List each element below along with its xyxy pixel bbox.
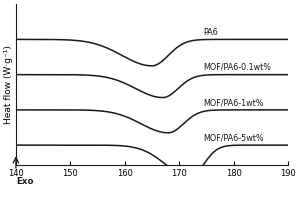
Text: MOF/PA6-1wt%: MOF/PA6-1wt%: [204, 98, 264, 107]
Y-axis label: Heat flow (W·g⁻¹): Heat flow (W·g⁻¹): [4, 45, 13, 124]
Text: MOF/PA6-5wt%: MOF/PA6-5wt%: [204, 133, 264, 142]
Text: Exo: Exo: [16, 177, 33, 186]
Text: PA6: PA6: [204, 28, 218, 37]
Text: MOF/PA6-0.1wt%: MOF/PA6-0.1wt%: [204, 63, 272, 72]
